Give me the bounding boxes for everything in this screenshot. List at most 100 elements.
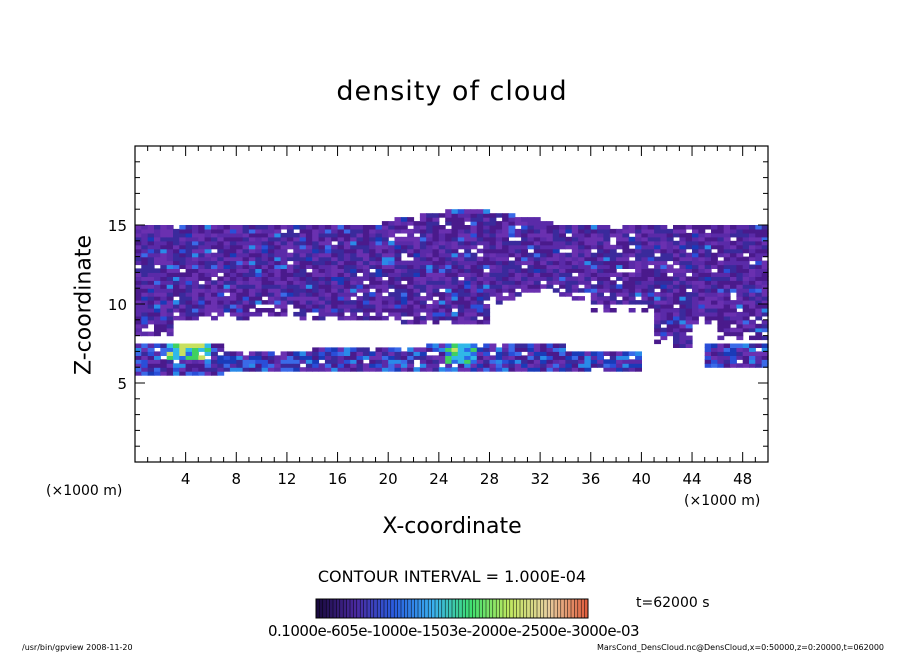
density-cell [704,308,712,313]
density-cell [154,276,161,281]
density-cell [451,355,459,360]
density-cell [274,260,282,266]
density-cell [521,284,528,289]
colorbar-cell [523,599,528,618]
density-cell [508,228,516,234]
density-cell [464,236,472,242]
density-cell [426,363,434,368]
density-cell [388,240,396,246]
density-cell [495,221,503,226]
density-cell [381,240,389,246]
density-cell [141,315,149,321]
density-cell [324,260,332,266]
density-cell [217,308,225,313]
density-cell [673,292,680,297]
density-cell [160,300,168,305]
density-cell [483,347,491,352]
density-cell [419,319,427,325]
density-cell [223,264,231,269]
density-cell [457,217,465,222]
density-cell [654,339,661,345]
density-cell [407,367,415,372]
density-cell [362,232,370,238]
density-cell [217,228,225,234]
density-cell [590,284,598,289]
density-cell [445,228,453,234]
density-cell [160,367,168,372]
density-cell [293,355,301,360]
density-cell [451,284,459,289]
density-cell [407,296,415,301]
density-cell [160,371,168,376]
density-cell [248,264,256,269]
density-cell [375,311,383,317]
density-cell [312,288,320,293]
density-cell [154,351,161,356]
density-cell [464,252,472,258]
density-cell [166,355,174,360]
density-cell [565,276,573,281]
density-cell [229,260,237,266]
density-cell [242,252,250,258]
density-cell [679,343,687,348]
density-cell [654,248,661,254]
density-cell [704,236,712,242]
density-cell [154,308,161,313]
density-cell [616,236,623,242]
density-cell [502,232,509,238]
density-cell [179,343,187,348]
density-cell [160,260,168,266]
density-cell [571,252,579,258]
density-cell [476,292,484,297]
density-cell [223,280,231,285]
density-cell [761,355,769,360]
density-cell [331,225,339,230]
density-cell [261,308,269,313]
density-cell [464,296,472,301]
density-cell [673,225,680,230]
density-cell [179,351,187,356]
density-cell [483,228,491,234]
density-cell [280,367,288,372]
density-cell [198,276,206,281]
density-cell [673,256,680,262]
density-cell [742,300,750,305]
density-cell [369,232,377,238]
density-cell [185,252,193,258]
density-cell [337,304,345,309]
density-cell [654,272,661,277]
density-cell [742,276,750,281]
density-cell [318,268,326,273]
density-cell [324,280,332,285]
density-cell [736,244,744,250]
density-cell [489,228,497,234]
density-cell [299,228,307,234]
density-cell [495,351,503,356]
density-cell [400,268,408,273]
density-cell [723,256,731,262]
density-cell [521,244,528,250]
density-cell [559,256,566,262]
density-cell [362,248,370,254]
x-tick-label: 28 [480,470,499,488]
density-cell [173,248,180,254]
density-cell [154,292,161,297]
density-cell [318,351,326,356]
density-cell [635,288,642,293]
density-cell [305,240,313,246]
density-cell [476,240,484,246]
density-cell [641,240,649,246]
density-cell [451,209,459,214]
density-cell [470,272,478,277]
density-cell [717,236,725,242]
colorbar-cell [550,599,555,618]
density-cell [407,355,415,360]
density-cell [135,272,142,277]
density-cell [211,296,218,301]
density-cell [470,213,478,218]
density-cell [356,225,364,230]
density-cell [419,268,427,273]
density-cell [248,280,256,285]
density-cell [470,315,478,321]
